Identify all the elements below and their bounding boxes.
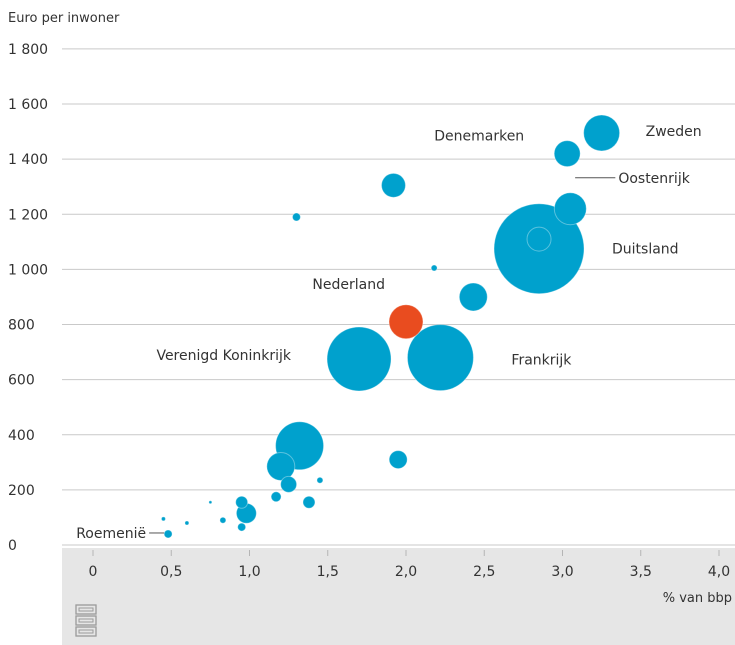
x-tick-labels: 0 0,5 1,0 1,5 2,0 2,5 3,0 3,5 4,0 (89, 564, 731, 580)
bubble-zweden (583, 114, 621, 152)
label-leader-lines (149, 177, 616, 534)
y-tick-label: 0 (8, 538, 17, 554)
label-oostenrijk: Oostenrijk (618, 171, 690, 187)
bubble-denemarken (553, 140, 581, 168)
bubble (270, 491, 282, 503)
label-roemeni-: Roemenië (76, 526, 146, 542)
x-tick-label: 0 (89, 564, 98, 580)
bubble (526, 226, 552, 252)
y-tick-label: 1 600 (8, 97, 48, 113)
bubble (235, 495, 249, 509)
y-tick-label: 1 800 (8, 42, 48, 58)
x-tick-label: 1,0 (238, 564, 260, 580)
y-tick-label: 400 (8, 428, 35, 444)
bubble-roemeni- (163, 529, 173, 539)
bubble (266, 451, 296, 481)
x-axis-title: % van bbp (663, 591, 732, 606)
y-axis-title: Euro per inwoner (8, 11, 120, 26)
x-tick-label: 2,5 (473, 564, 495, 580)
country-labels: Duitsland Frankrijk Verenigd Koninkrijk Ned… (76, 124, 701, 542)
bubble (280, 475, 298, 493)
y-tick-label: 1 200 (8, 207, 48, 223)
bubble-frankrijk (406, 324, 474, 392)
x-tick-label: 2,0 (395, 564, 417, 580)
bubble (302, 495, 316, 509)
bubble (458, 282, 488, 312)
bubble (291, 212, 301, 222)
x-tick-label: 1,5 (317, 564, 339, 580)
bubble (184, 520, 190, 526)
cbs-logo-icon (75, 604, 97, 637)
bubble (380, 172, 406, 198)
bubble (237, 522, 247, 532)
bubble (388, 450, 408, 470)
bubble (316, 476, 324, 484)
label-duitsland: Duitsland (612, 242, 679, 258)
y-tick-label: 1 000 (8, 262, 48, 278)
x-tick-label: 0,5 (160, 564, 182, 580)
x-tick-label: 3,5 (630, 564, 652, 580)
label-zweden: Zweden (646, 124, 702, 140)
bubble-verenigd-koninkrijk (326, 326, 392, 392)
y-tick-labels: 0 200 400 600 800 1 000 1 200 1 400 1 600 1 800 (8, 42, 48, 554)
y-tick-label: 200 (8, 483, 35, 499)
y-tick-label: 600 (8, 373, 35, 389)
label-nederland: Nederland (312, 277, 385, 293)
bubble (430, 264, 438, 272)
x-tick-label: 4,0 (708, 564, 730, 580)
gridlines (62, 48, 735, 556)
bubble (208, 500, 213, 505)
bubble-oostenrijk (553, 192, 587, 226)
label-frankrijk: Frankrijk (511, 353, 572, 369)
bubble-nederland (388, 304, 424, 340)
bubbles (160, 114, 621, 539)
label-verenigd-koninkrijk: Verenigd Koninkrijk (156, 348, 291, 364)
bubble (160, 516, 166, 522)
x-tick-label: 3,0 (551, 564, 573, 580)
x-axis-band (62, 548, 735, 645)
y-tick-label: 800 (8, 318, 35, 334)
y-tick-label: 1 400 (8, 152, 48, 168)
label-denemarken: Denemarken (434, 129, 524, 145)
bubble (219, 516, 227, 524)
